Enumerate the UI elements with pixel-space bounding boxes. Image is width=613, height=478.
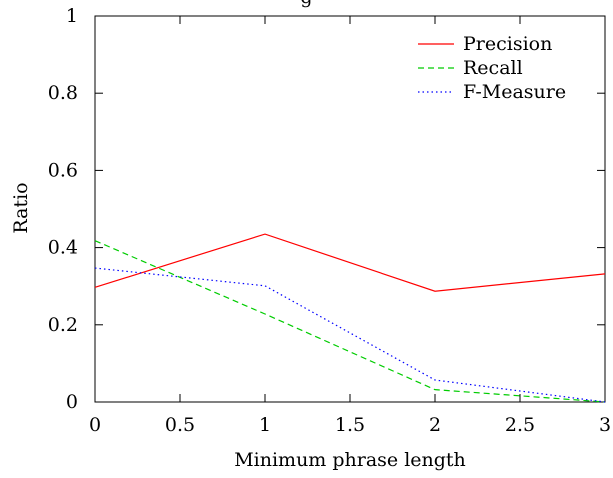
y-axis: 0 0.2 0.4 0.6 0.8 1 [48,5,605,413]
y-tick-label: 0 [66,391,78,413]
y-tick-label: 0.2 [48,314,78,336]
y-tick-label: 0.6 [48,159,78,181]
x-tick-label: 3 [599,414,611,436]
y-axis-label: Ratio [10,182,32,233]
y-tick-label: 1 [66,5,78,27]
series-line-recall [94,240,606,403]
x-tick-label: 2 [429,414,441,436]
series-lines [94,233,606,403]
x-tick-label: 2.5 [505,414,535,436]
x-tick-label: 1.5 [335,414,365,436]
x-tick-label: 0 [89,414,101,436]
series-line-f-measure [94,267,606,403]
x-axis: 0 0.5 1 1.5 2 2.5 3 [89,16,611,436]
x-axis-label: Minimum phrase length [234,449,466,471]
y-tick-label: 0.8 [48,82,78,104]
legend-label: F-Measure [463,81,566,103]
plot-area-border [94,15,606,403]
x-tick-label: 1 [259,414,271,436]
y-tick-label: 0.4 [48,237,78,259]
series-line-precision [94,233,606,292]
x-tick-label: 0.5 [165,414,195,436]
legend-label: Precision [463,33,552,55]
plot-frame [94,15,606,403]
chart-title: g [0,0,613,8]
legend-label: Recall [463,57,523,79]
